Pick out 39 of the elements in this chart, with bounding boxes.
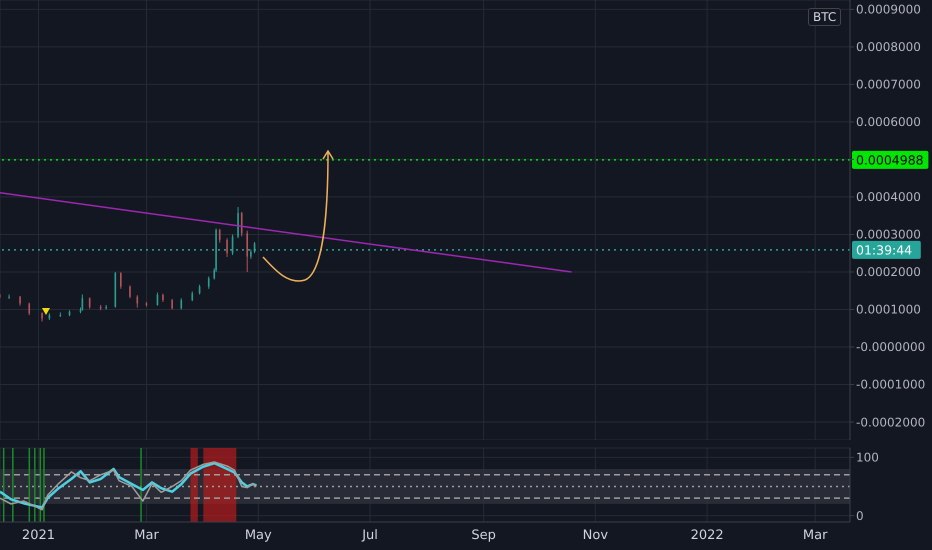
y-tick-label: 0.0001000: [856, 302, 921, 317]
y-tick-label: 0.0009000: [856, 2, 921, 17]
y-tick-label: 0.0002000: [856, 265, 921, 280]
candlestick: [198, 284, 200, 295]
x-tick-label: 2022: [690, 528, 724, 544]
candlestick: [82, 294, 84, 312]
candlestick: [226, 238, 228, 258]
x-tick-label: Jul: [361, 528, 378, 544]
y-tick-label: 0.0007000: [856, 78, 921, 92]
candlestick: [171, 298, 173, 310]
y-tick-label: -0.0002000: [856, 415, 926, 430]
candlestick: [237, 206, 239, 239]
y-tick-label: 100: [856, 450, 879, 465]
y-tick-label: 0.0008000: [856, 40, 921, 54]
y-tick-label: -0.0000000: [856, 340, 926, 354]
x-tick-label: 2021: [22, 528, 56, 544]
candlestick: [129, 284, 131, 299]
y-tick-label: 0.0006000: [856, 115, 921, 130]
candlestick: [88, 296, 90, 310]
ref-line-label: 0.0004988: [856, 152, 924, 168]
candlestick: [218, 228, 221, 244]
candlestick: [180, 298, 182, 310]
candlestick: [19, 295, 21, 306]
y-tick-label: 0.0003000: [856, 228, 921, 242]
annotation: BTC: [808, 8, 842, 26]
y-tick-label: -0.0001000: [856, 378, 926, 392]
x-tick-label: Mar: [134, 528, 160, 544]
y-tick-label: 0.0004000: [856, 190, 921, 204]
candlestick: [246, 230, 248, 272]
candlestick: [156, 292, 158, 306]
x-tick-label: Sep: [471, 528, 496, 544]
candlestick: [136, 294, 138, 308]
y-tick-label: 0: [856, 508, 864, 523]
text: 01:39:44: [856, 242, 912, 258]
x-tick-label: May: [244, 528, 272, 544]
x-tick-label: Mar: [802, 528, 828, 544]
x-tick-label: Nov: [582, 528, 608, 544]
candlestick: [41, 312, 43, 322]
candlestick: [120, 272, 122, 290]
